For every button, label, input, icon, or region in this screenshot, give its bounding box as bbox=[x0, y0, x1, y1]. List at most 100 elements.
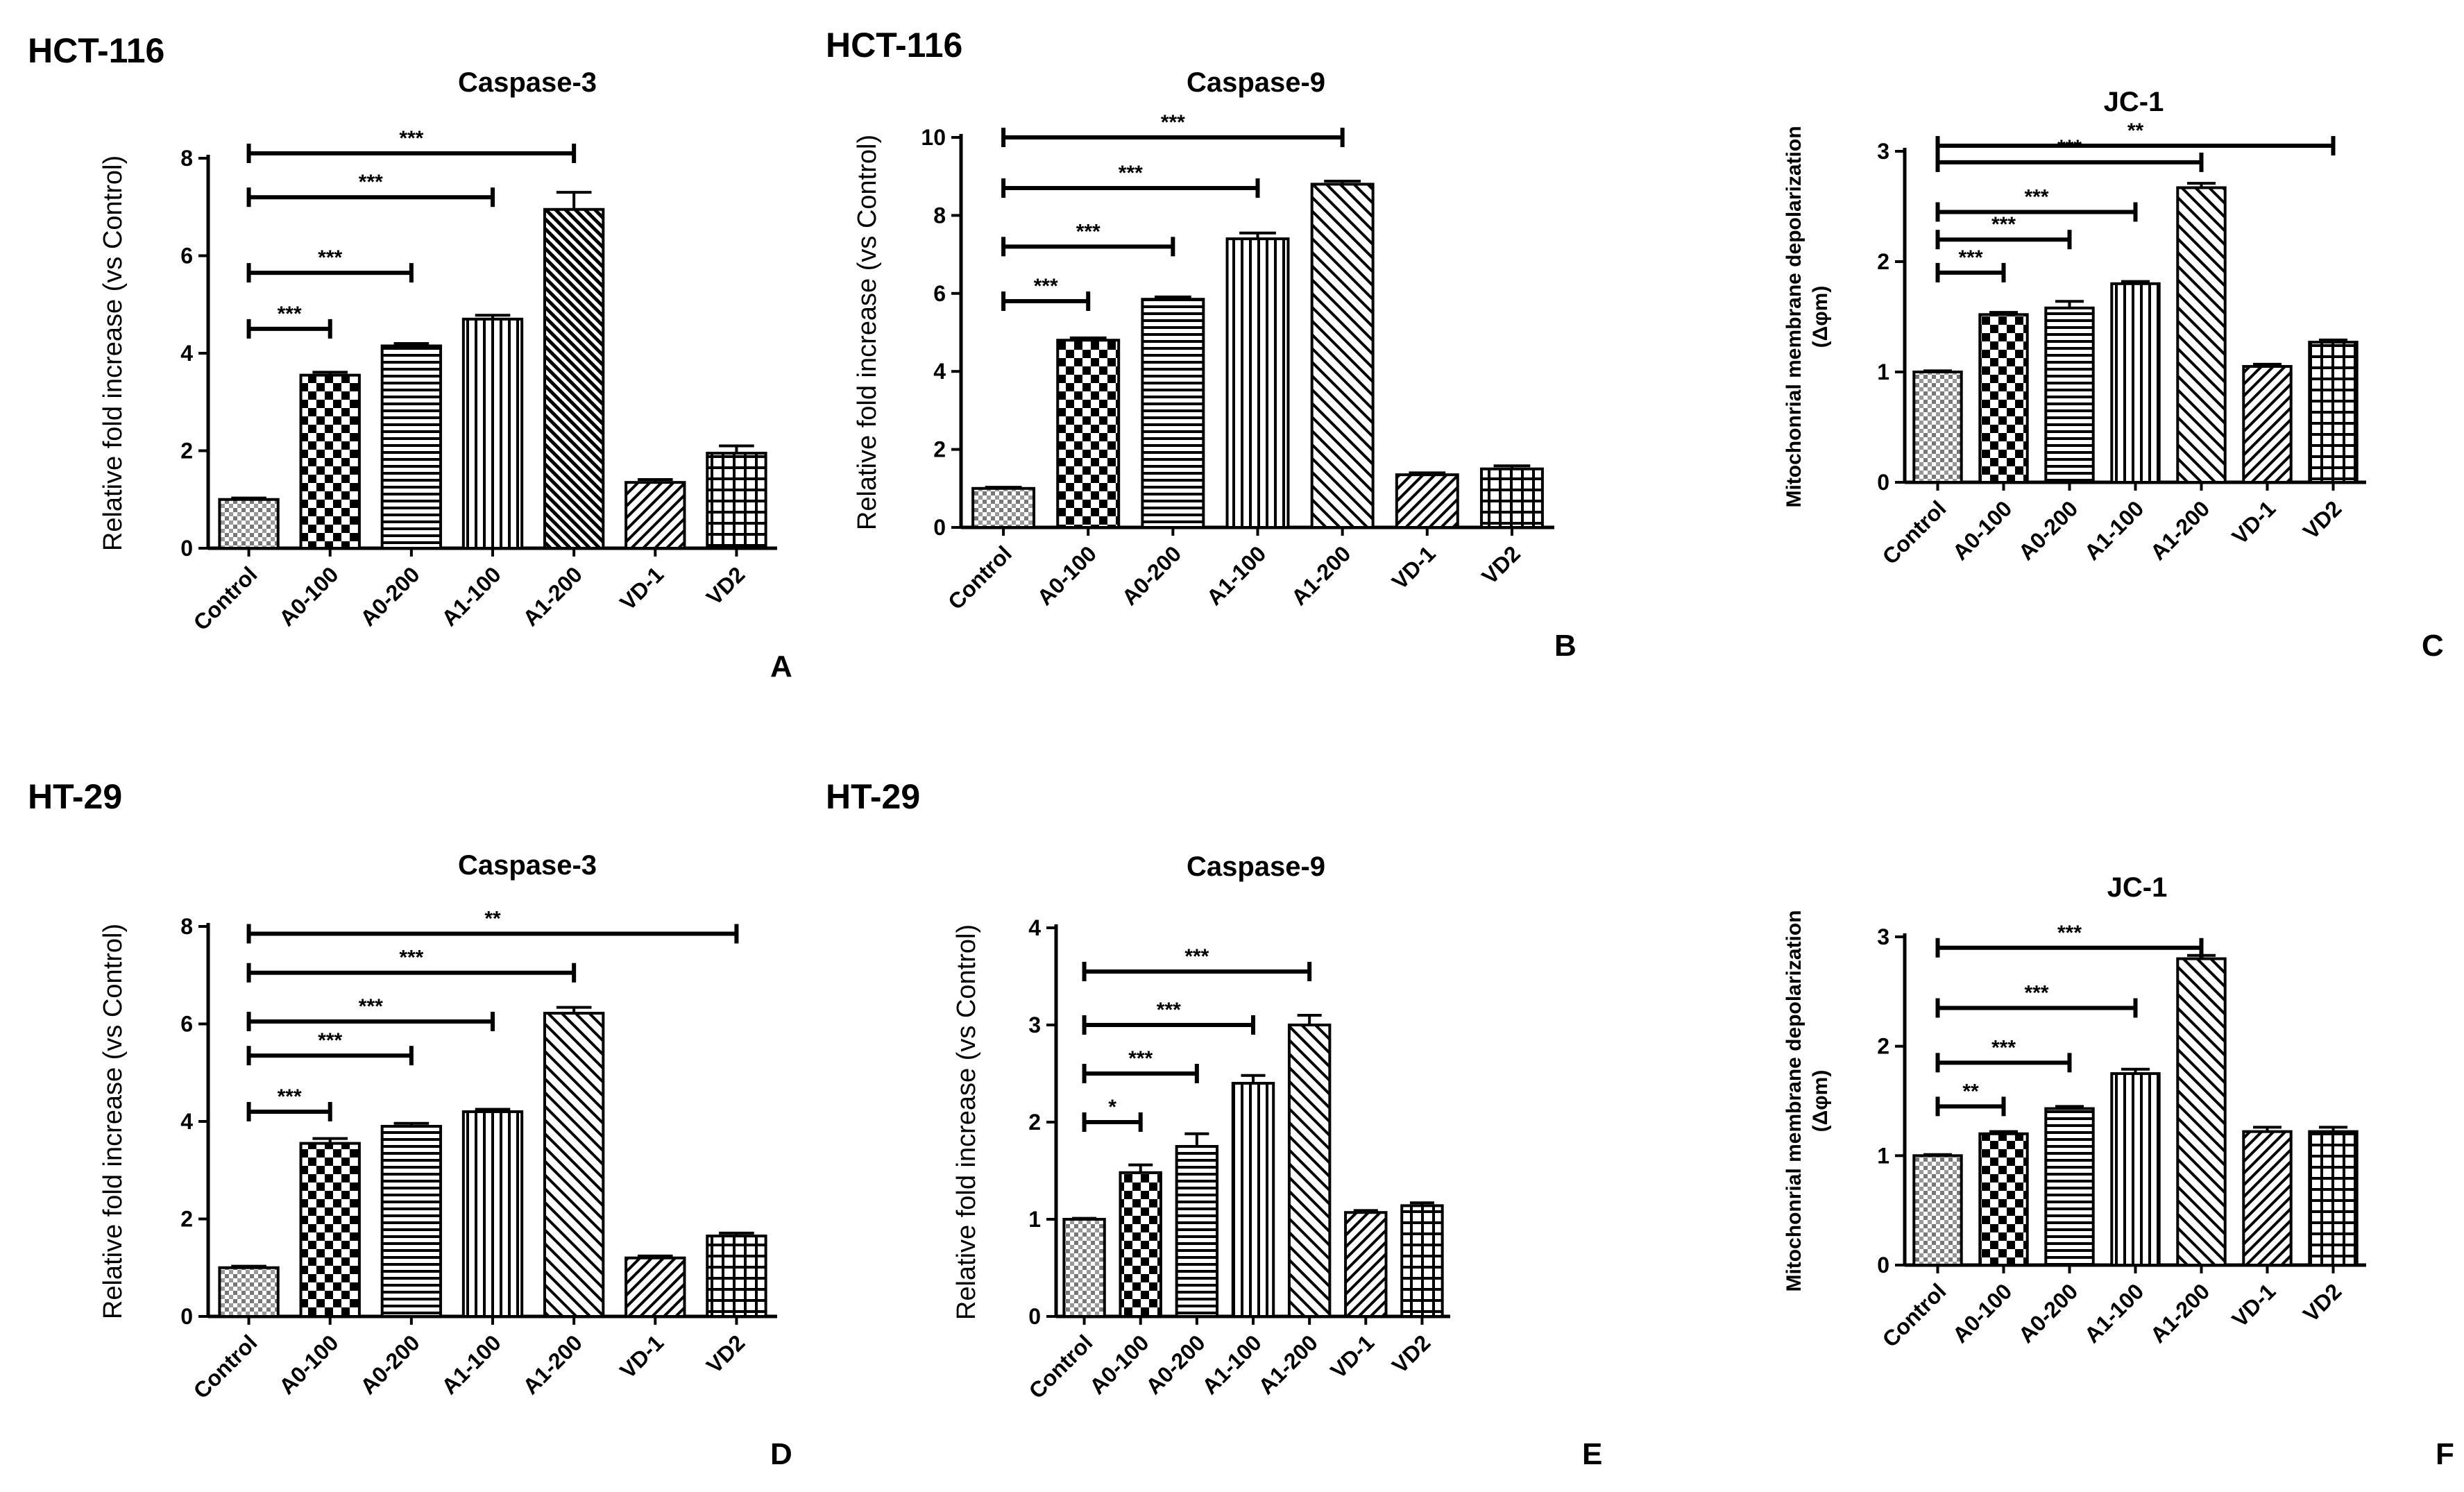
bar-vd2 bbox=[2308, 1130, 2359, 1266]
y-tick-label: 4 bbox=[180, 1109, 193, 1134]
bar-a0-100 bbox=[1119, 1171, 1162, 1319]
x-tick-label: A1-200 bbox=[2146, 1278, 2215, 1348]
bar-a1-100 bbox=[1231, 1082, 1275, 1318]
y-tick-label: 4 bbox=[933, 359, 946, 384]
y-tick-label: 2 bbox=[933, 437, 946, 462]
x-tick-label: VD-1 bbox=[2227, 1278, 2280, 1332]
x-tick-label: A1-200 bbox=[1286, 541, 1356, 610]
x-tick-label: Control bbox=[1024, 1330, 1098, 1403]
x-tick-label: Control bbox=[189, 561, 262, 635]
chart-title: JC-1 bbox=[2104, 87, 2164, 117]
x-tick-label: VD2 bbox=[1477, 541, 1524, 588]
bar-a0-200 bbox=[2044, 306, 2095, 484]
y-axis-label: Relative fold increase (vs Control) bbox=[952, 924, 981, 1320]
significance-label: *** bbox=[318, 246, 342, 269]
bar-a1-100 bbox=[1225, 237, 1290, 529]
significance-label: *** bbox=[278, 1085, 302, 1108]
bar-a1-100 bbox=[461, 1110, 524, 1318]
x-tick-label: VD-1 bbox=[615, 1330, 668, 1383]
x-tick-label: A1-100 bbox=[2080, 495, 2149, 565]
y-tick-label: 10 bbox=[921, 125, 946, 150]
bar-vd2 bbox=[706, 1235, 767, 1319]
panel-d: HT-29 Caspase-3 Relative fold increase (vs… bbox=[28, 777, 792, 1471]
bar-control bbox=[1062, 1218, 1106, 1318]
cell-line-label: HT-29 bbox=[826, 777, 920, 816]
chart-title: Caspase-3 bbox=[458, 67, 597, 98]
bar-a1-200 bbox=[1287, 1024, 1332, 1318]
bar-a1-200 bbox=[543, 207, 605, 550]
x-tick-label: Control bbox=[1878, 495, 1951, 569]
x-tick-label: A1-200 bbox=[1253, 1330, 1323, 1399]
x-tick-label: VD2 bbox=[702, 561, 749, 609]
y-tick-label: 0 bbox=[1877, 1253, 1889, 1278]
x-tick-label: A0-100 bbox=[274, 561, 343, 631]
panel-letter: C bbox=[2422, 629, 2444, 663]
bar-a1-200 bbox=[2176, 957, 2227, 1266]
significance-label: *** bbox=[1119, 162, 1143, 185]
bar-a0-100 bbox=[1978, 1132, 2029, 1267]
x-tick-label: VD2 bbox=[2298, 1278, 2346, 1326]
panel-letter: E bbox=[1582, 1437, 1602, 1471]
cell-line-label: HCT-116 bbox=[28, 31, 164, 70]
significance-label: *** bbox=[399, 127, 423, 150]
y-tick-label: 3 bbox=[1877, 139, 1889, 164]
bar-a0-200 bbox=[1141, 298, 1205, 529]
bar-a0-100 bbox=[1978, 313, 2029, 484]
x-tick-label: Control bbox=[189, 1330, 262, 1403]
y-tick-label: 1 bbox=[1877, 1143, 1889, 1168]
y-tick-label: 1 bbox=[1028, 1207, 1041, 1232]
x-tick-label: A1-200 bbox=[518, 561, 587, 631]
x-tick-label: A0-200 bbox=[2014, 1278, 2083, 1348]
bar-control bbox=[1912, 371, 1963, 484]
x-tick-label: VD-1 bbox=[2227, 495, 2280, 549]
bar-a0-200 bbox=[380, 1125, 443, 1319]
x-tick-label: A1-100 bbox=[436, 561, 506, 631]
y-tick-label: 0 bbox=[180, 536, 193, 561]
y-tick-label: 3 bbox=[1028, 1012, 1041, 1037]
chart-title: Caspase-9 bbox=[1187, 851, 1325, 882]
panel-letter: B bbox=[1554, 629, 1577, 663]
x-tick-label: A0-200 bbox=[355, 1330, 425, 1399]
y-tick-label: 8 bbox=[180, 146, 193, 171]
panel-f: JC-1 Mitochonrial membrane depolarization… bbox=[1783, 872, 2454, 1471]
panel-letter: F bbox=[2436, 1437, 2454, 1471]
significance-label: *** bbox=[2024, 185, 2048, 208]
bar-a1-200 bbox=[543, 1012, 605, 1319]
y-tick-label: 6 bbox=[180, 244, 193, 269]
y-axis-label: Mitochonrial membrane depolarization (Δφm… bbox=[1783, 126, 1832, 507]
x-tick-label: VD2 bbox=[702, 1330, 749, 1377]
y-tick-label: 2 bbox=[1028, 1110, 1041, 1135]
panel-letter: D bbox=[770, 1437, 792, 1471]
x-tick-label: Control bbox=[943, 541, 1017, 614]
x-tick-label: A1-100 bbox=[436, 1330, 506, 1399]
bar-vd2 bbox=[1479, 467, 1544, 529]
y-tick-label: 8 bbox=[180, 914, 193, 939]
significance-label: *** bbox=[2024, 981, 2048, 1004]
x-tick-label: A0-200 bbox=[2014, 495, 2083, 565]
y-axis-label: Relative fold increase (vs Control) bbox=[99, 155, 128, 551]
significance-label: *** bbox=[1128, 1047, 1153, 1070]
x-tick-label: A0-100 bbox=[1085, 1330, 1154, 1399]
bar-a1-200 bbox=[1310, 183, 1375, 529]
bar-a0-200 bbox=[2044, 1107, 2095, 1266]
significance-label: *** bbox=[1034, 275, 1058, 298]
x-tick-label: A0-100 bbox=[1032, 541, 1101, 610]
y-axis-label: Relative fold increase (vs Control) bbox=[853, 135, 882, 530]
bar-a1-100 bbox=[2110, 1072, 2161, 1267]
cell-line-label: HCT-116 bbox=[826, 26, 962, 65]
panel-c: JC-1 Mitochonrial membrane depolarization… bbox=[1783, 87, 2444, 663]
y-tick-label: 6 bbox=[933, 281, 946, 306]
x-tick-label: Control bbox=[1878, 1278, 1951, 1352]
significance-label: *** bbox=[1958, 246, 1982, 269]
panel-b: HCT-116 Caspase-9 Relative fold increase (… bbox=[826, 26, 1577, 663]
significance-label: ** bbox=[2127, 119, 2144, 142]
significance-label: *** bbox=[359, 171, 383, 194]
y-axis-label: Relative fold increase (vs Control) bbox=[99, 924, 128, 1319]
bar-a1-200 bbox=[2176, 186, 2227, 484]
y-tick-label: 1 bbox=[1877, 359, 1889, 384]
bar-vd2 bbox=[706, 452, 767, 550]
bar-control bbox=[971, 486, 1036, 529]
x-tick-label: A0-200 bbox=[355, 561, 425, 631]
x-tick-label: A1-100 bbox=[2080, 1278, 2149, 1348]
